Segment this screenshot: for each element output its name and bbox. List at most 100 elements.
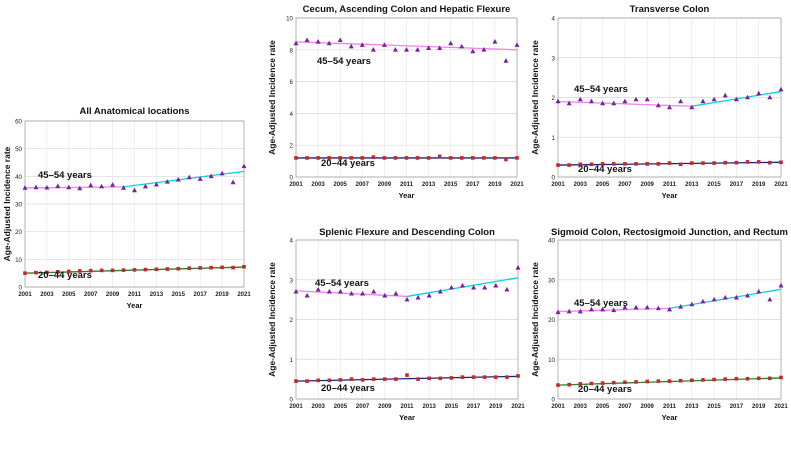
data-point-20-44 [460,375,465,379]
data-point-20-44 [482,156,486,160]
data-point-20-44 [349,377,354,381]
data-point-20-44 [634,162,638,166]
data-point-45-54 [437,45,443,51]
chart-splenic-descending-svg: Splenic Flexure and Descending Colon 0 1 2 3… [267,227,525,422]
data-point-45-54 [448,284,454,290]
y-tick-label: 1 [552,135,556,142]
series-label: 45–54 years [574,84,628,95]
data-point-20-44 [567,163,571,167]
data-point-45-54 [110,182,116,187]
y-tick-label: 10 [286,16,293,23]
data-point-45-54 [44,184,50,190]
y-tick-label: 3 [290,277,294,284]
series-label: 20–44 years [321,383,375,394]
data-point-45-54 [219,170,225,176]
x-tick-label: 2019 [215,292,229,298]
trend-line-45-54 [123,170,245,188]
data-point-45-54 [504,286,510,292]
data-point-45-54 [88,182,94,188]
data-point-45-54 [655,102,661,108]
x-tick-label: 2015 [444,182,458,188]
data-point-45-54 [426,45,432,51]
data-point-45-54 [393,290,399,296]
data-point-45-54 [415,47,421,52]
data-point-20-44 [305,156,309,160]
data-point-20-44 [242,265,246,269]
data-point-45-54 [745,292,751,298]
data-point-45-54 [77,185,83,191]
data-point-20-44 [121,268,126,272]
chart-title: Sigmoid Colon, Rectosigmoid Junction, an… [551,227,788,238]
x-tick-label: 2017 [467,404,481,410]
chart-title: Splenic Flexure and Descending Colon [319,227,495,238]
data-point-45-54 [426,292,432,298]
data-point-20-44 [734,160,739,165]
data-point-20-44 [768,160,772,165]
data-point-20-44 [556,163,560,167]
series-label: 45–54 years [574,298,628,309]
data-point-20-44 [187,266,192,270]
data-point-20-44 [589,381,594,386]
data-point-45-54 [767,94,773,100]
y-axis-label: Age-Adjusted Incidence rate [2,146,12,261]
data-point-45-54 [588,306,594,312]
data-point-45-54 [503,58,509,63]
x-tick-label: 2017 [466,182,480,188]
data-point-45-54 [733,96,739,102]
data-point-45-54 [600,306,606,312]
x-tick-label: 2009 [106,292,120,298]
data-point-45-54 [555,309,561,315]
data-point-20-44 [448,156,453,160]
y-axis-label: Age-Adjusted Incidence rate [267,40,277,155]
data-point-20-44 [645,379,649,384]
data-point-20-44 [209,265,213,270]
data-point-20-44 [756,376,761,381]
y-tick-label: 0 [552,175,556,182]
y-tick-label: 10 [548,357,555,364]
data-point-20-44 [110,268,115,273]
data-point-20-44 [611,162,616,166]
data-point-45-54 [492,39,498,44]
data-point-45-54 [733,294,739,300]
data-point-20-44 [416,377,420,381]
x-tick-label: 2015 [445,404,459,410]
y-tick-label: 50 [15,146,22,153]
x-tick-label: 2013 [423,404,437,410]
data-point-20-44 [623,380,627,385]
data-point-20-44 [678,378,683,383]
data-point-20-44 [678,162,683,167]
chart-title: Cecum, Ascending Colon and Hepatic Flexu… [303,4,511,15]
data-point-20-44 [143,267,148,272]
series-label: 45–54 years [315,278,369,289]
data-point-20-44 [132,268,137,272]
data-point-20-44 [165,267,170,271]
data-point-45-54 [515,265,521,270]
data-point-20-44 [349,156,354,160]
data-point-20-44 [99,268,104,273]
data-point-20-44 [415,156,420,160]
y-tick-label: 0 [290,397,294,404]
data-point-45-54 [700,298,706,304]
x-tick-label: 2017 [194,292,208,298]
y-tick-label: 30 [15,202,22,209]
x-tick-label: 2017 [730,182,744,188]
data-point-20-44 [482,375,487,379]
x-tick-label: 2011 [400,182,414,188]
y-tick-label: 10 [15,257,22,264]
data-point-45-54 [622,304,628,310]
x-tick-label: 2003 [574,404,588,410]
data-point-20-44 [578,162,583,167]
chart-title: Transverse Colon [630,4,710,15]
data-point-45-54 [33,184,39,190]
data-point-45-54 [326,40,332,46]
data-point-45-54 [315,286,321,292]
data-point-20-44 [611,380,616,385]
data-point-45-54 [633,304,639,310]
x-tick-label: 2001 [289,404,303,410]
data-point-20-44 [515,156,519,160]
data-point-45-54 [633,96,639,102]
data-point-45-54 [611,307,617,313]
data-point-20-44 [556,383,560,387]
data-point-20-44 [371,155,376,159]
data-point-20-44 [56,269,60,274]
